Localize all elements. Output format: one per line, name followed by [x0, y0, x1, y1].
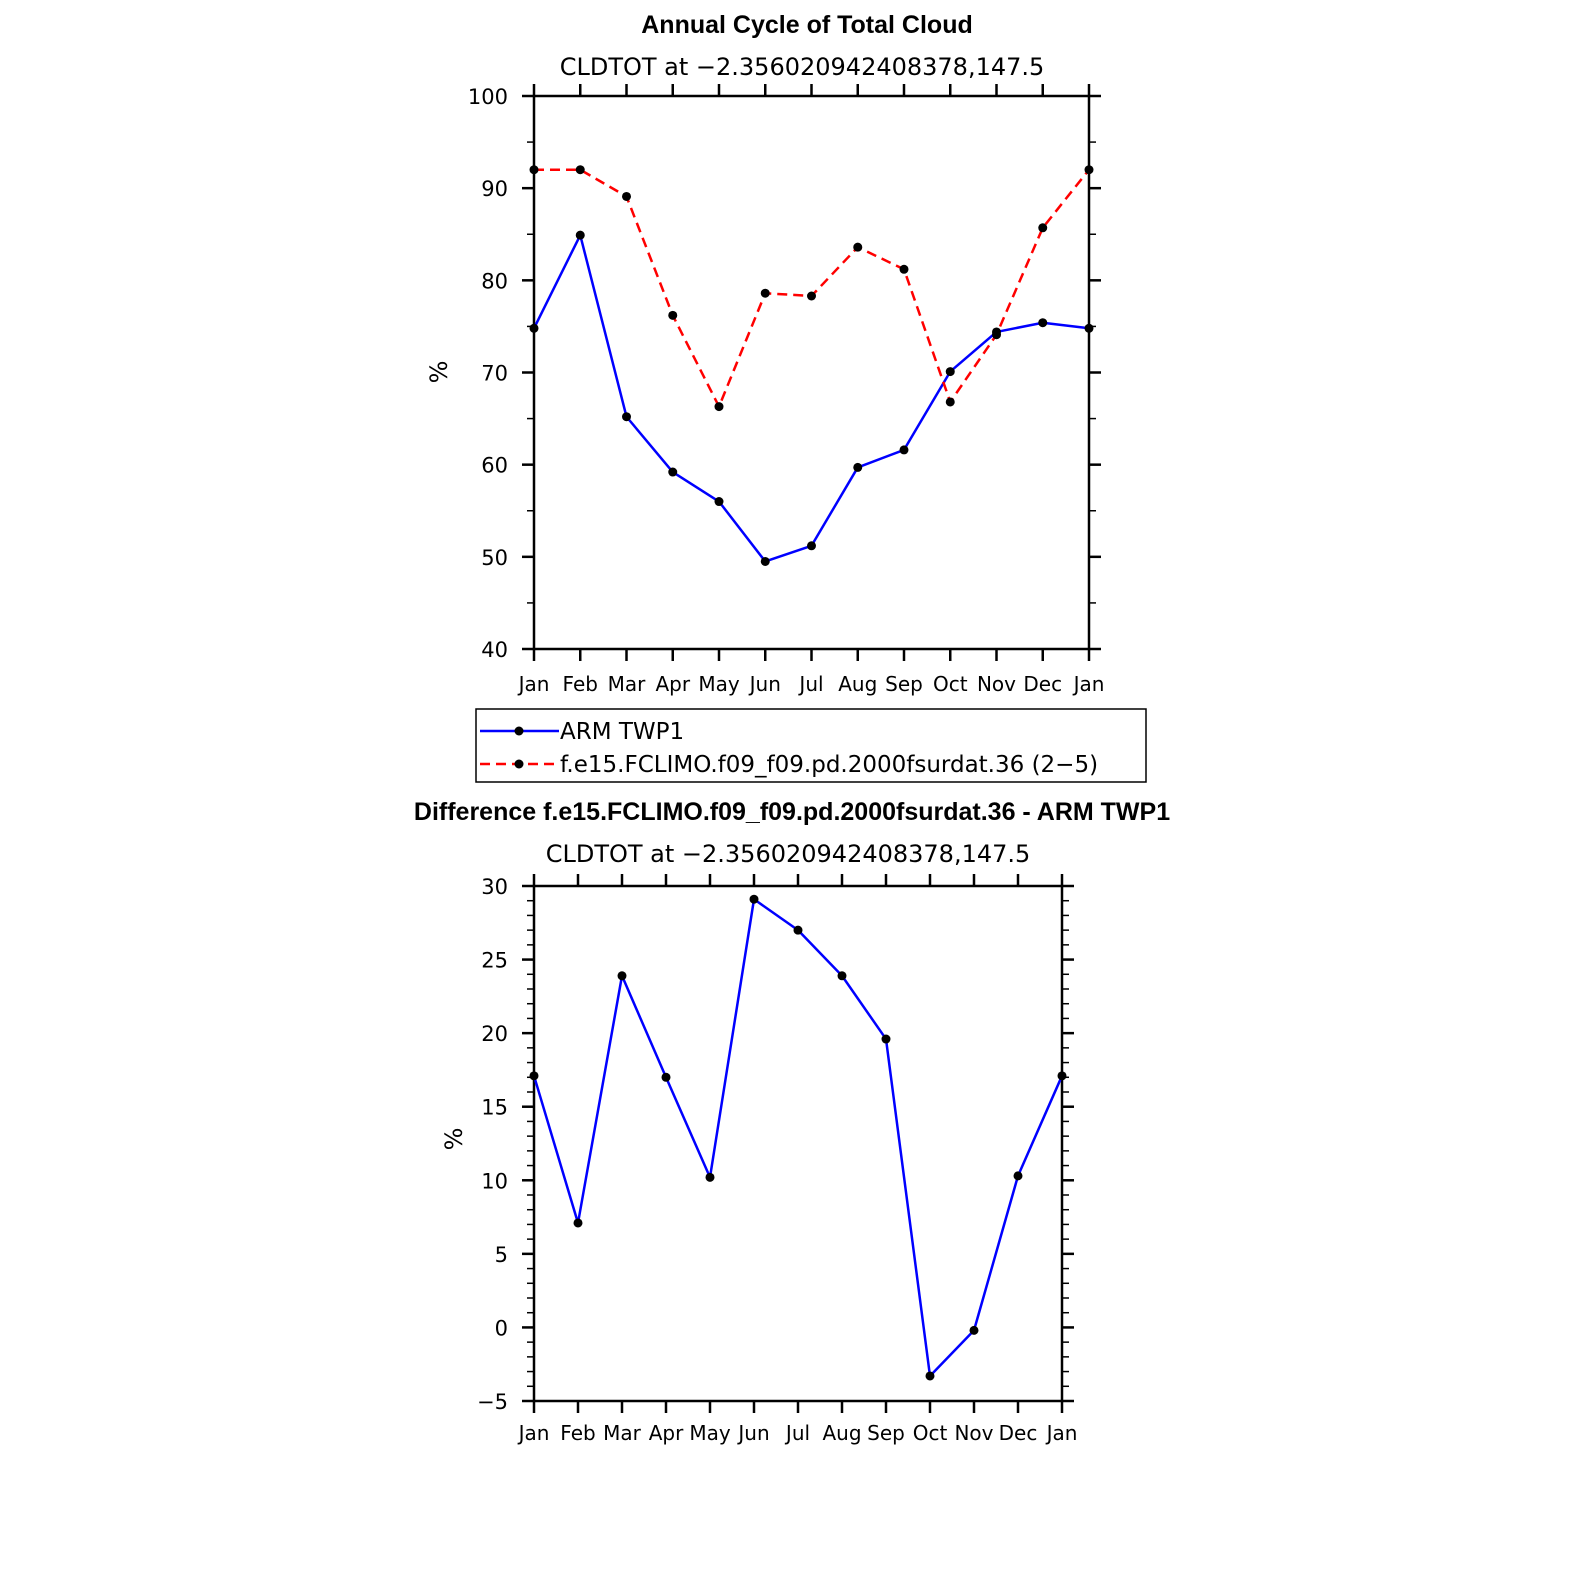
- chart2-ytick-label: 0: [495, 1316, 508, 1340]
- chart1-title: Annual Cycle of Total Cloud: [641, 11, 972, 39]
- chart2-series-0-point: [661, 1072, 671, 1082]
- chart1-series-0-point: [1084, 323, 1094, 333]
- chart1-series-1-point: [668, 310, 678, 320]
- chart2-xtick-label: May: [689, 1421, 731, 1445]
- legend-label-arm: ARM TWP1: [560, 719, 684, 745]
- chart1-ytick-label: 70: [481, 362, 508, 386]
- chart2-xtick-label: Jan: [1045, 1421, 1078, 1445]
- chart1-xtick-label: Mar: [608, 672, 647, 696]
- chart2-subtitle: CLDTOT at −2.356020942408378,147.5: [546, 840, 1031, 868]
- chart2-series-0-point: [749, 894, 759, 904]
- chart1-subtitle: CLDTOT at −2.356020942408378,147.5: [560, 53, 1045, 81]
- chart1-series-1-point: [899, 264, 909, 274]
- chart2-ylabel: %: [440, 1128, 468, 1151]
- chart2-ytick-label: 5: [495, 1243, 508, 1267]
- chart2-series-0-point: [705, 1172, 715, 1182]
- chart1-series-1-point: [1084, 165, 1094, 175]
- chart2-ytick-label: 25: [481, 949, 508, 973]
- legend-marker-model: [514, 759, 524, 769]
- chart1-series-0-point: [760, 556, 770, 566]
- chart1-series-1-point: [714, 402, 724, 412]
- chart1-ytick-label: 50: [481, 546, 508, 570]
- chart1-series-0-point: [807, 541, 816, 551]
- chart1-xtick-label: Dec: [1023, 672, 1062, 696]
- chart2-xtick-label: Mar: [603, 1421, 642, 1445]
- legend-marker-arm: [514, 726, 524, 736]
- chart1-series-0-point: [945, 367, 955, 377]
- chart1-series-0-point: [899, 445, 909, 455]
- chart2-xtick-label: Sep: [867, 1421, 905, 1445]
- chart2-ytick-label: −5: [477, 1390, 508, 1414]
- legend-label-model: f.e15.FCLIMO.f09_f09.pd.2000fsurdat.36 (…: [560, 752, 1098, 778]
- chart2-xtick-label: Jun: [736, 1421, 769, 1445]
- chart1-xtick-label: Jan: [517, 672, 550, 696]
- chart1-xtick-label: Jun: [748, 672, 781, 696]
- chart1-ylabel: %: [425, 361, 453, 384]
- chart2-series-0-point: [1013, 1171, 1023, 1181]
- chart2-series-0-point: [881, 1034, 891, 1044]
- chart1-series-1-point: [529, 165, 539, 175]
- chart2-xtick-label: Dec: [999, 1421, 1038, 1445]
- chart1-series-0-point: [1038, 318, 1048, 328]
- chart1-series-0-point: [575, 230, 585, 240]
- chart1-series-1-line: [534, 168, 1090, 408]
- chart1-xtick-label: Apr: [655, 672, 690, 696]
- chart2-series-0-point: [1057, 1071, 1067, 1081]
- annual-cycle-chart: Annual Cycle of Total Cloud CLDTOT at −2…: [425, 11, 1104, 696]
- chart2-series-0-line: [532, 897, 1064, 1378]
- chart1-xtick-label: Nov: [977, 672, 1016, 696]
- chart1-series-1-point: [760, 288, 770, 298]
- chart1-series-0-point: [529, 323, 539, 333]
- chart2-ytick-label: 10: [481, 1169, 508, 1193]
- chart2-title: Difference f.e15.FCLIMO.f09_f09.pd.2000f…: [414, 798, 1170, 826]
- chart2-plot-frame: [532, 884, 1064, 1403]
- chart2-series-0-point: [925, 1371, 935, 1381]
- chart1-series-0-point: [622, 412, 631, 422]
- chart1-ytick-label: 60: [481, 454, 508, 478]
- chart2-ytick-label: 15: [481, 1096, 508, 1120]
- chart1-series-1-point: [853, 242, 863, 252]
- chart1-series-1-point: [807, 291, 816, 301]
- chart1-series-1-point: [945, 397, 955, 407]
- chart1-xtick-label: Oct: [933, 672, 968, 696]
- chart1-xtick-label: Jan: [1072, 672, 1105, 696]
- chart1-ytick-label: 100: [468, 85, 508, 109]
- chart2-xtick-label: Aug: [822, 1421, 861, 1445]
- chart1-series-0-point: [853, 462, 863, 472]
- chart1-ytick-label: 80: [481, 269, 508, 293]
- chart2-xtick-label: Apr: [649, 1421, 684, 1445]
- chart2-xtick-label: Feb: [560, 1421, 595, 1445]
- chart2-series-0-point: [617, 971, 627, 981]
- chart1-series-1-point: [1038, 223, 1048, 233]
- chart2-series-0-point: [793, 925, 803, 935]
- chart2-series-0-point: [573, 1218, 583, 1228]
- chart1-series-0-point: [714, 497, 724, 507]
- chart1-plot-frame: [532, 94, 1091, 651]
- chart2-series-0-point: [837, 971, 847, 981]
- chart1-series-1-point: [575, 165, 585, 175]
- chart2-series-0-point: [969, 1325, 979, 1335]
- chart1-xtick-label: Jul: [797, 672, 823, 696]
- chart1-series-1-point: [622, 191, 631, 201]
- chart1-xtick-label: Feb: [563, 672, 598, 696]
- legend-box: [475, 708, 1147, 783]
- chart1-legend: ARM TWP1 f.e15.FCLIMO.f09_f09.pd.2000fsu…: [475, 708, 1147, 783]
- chart2-ytick-label: 30: [481, 875, 508, 899]
- difference-chart: Difference f.e15.FCLIMO.f09_f09.pd.2000f…: [414, 798, 1170, 1445]
- chart1-xtick-label: Sep: [885, 672, 923, 696]
- chart1-ytick-label: 40: [481, 638, 508, 662]
- chart2-xtick-label: Jan: [517, 1421, 550, 1445]
- chart2-xtick-label: Jul: [784, 1421, 810, 1445]
- chart2-ytick-label: 20: [481, 1022, 508, 1046]
- chart1-ytick-label: 90: [481, 177, 508, 201]
- chart1-series-0-point: [668, 467, 678, 477]
- chart1-series-1-point: [992, 330, 1001, 340]
- chart2-series-0-point: [529, 1071, 539, 1081]
- chart1-xtick-label: Aug: [838, 672, 877, 696]
- chart1-xtick-label: May: [698, 672, 740, 696]
- chart2-xtick-label: Oct: [913, 1421, 948, 1445]
- chart1-series-0-line: [532, 233, 1090, 563]
- chart2-xtick-label: Nov: [954, 1421, 993, 1445]
